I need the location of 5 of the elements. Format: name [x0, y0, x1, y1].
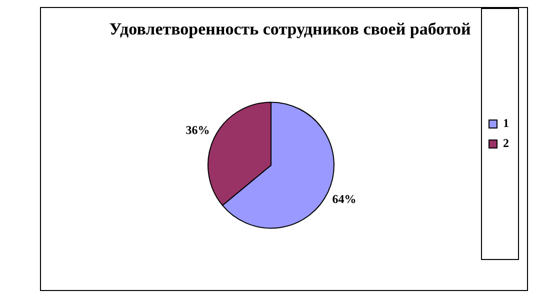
data-label: 36%: [186, 122, 210, 137]
legend-label: 1: [503, 116, 509, 130]
chart-title: Удовлетворенность сотрудников своей работой: [109, 20, 472, 39]
data-label: 64%: [332, 192, 356, 206]
legend-label: 2: [503, 136, 509, 150]
